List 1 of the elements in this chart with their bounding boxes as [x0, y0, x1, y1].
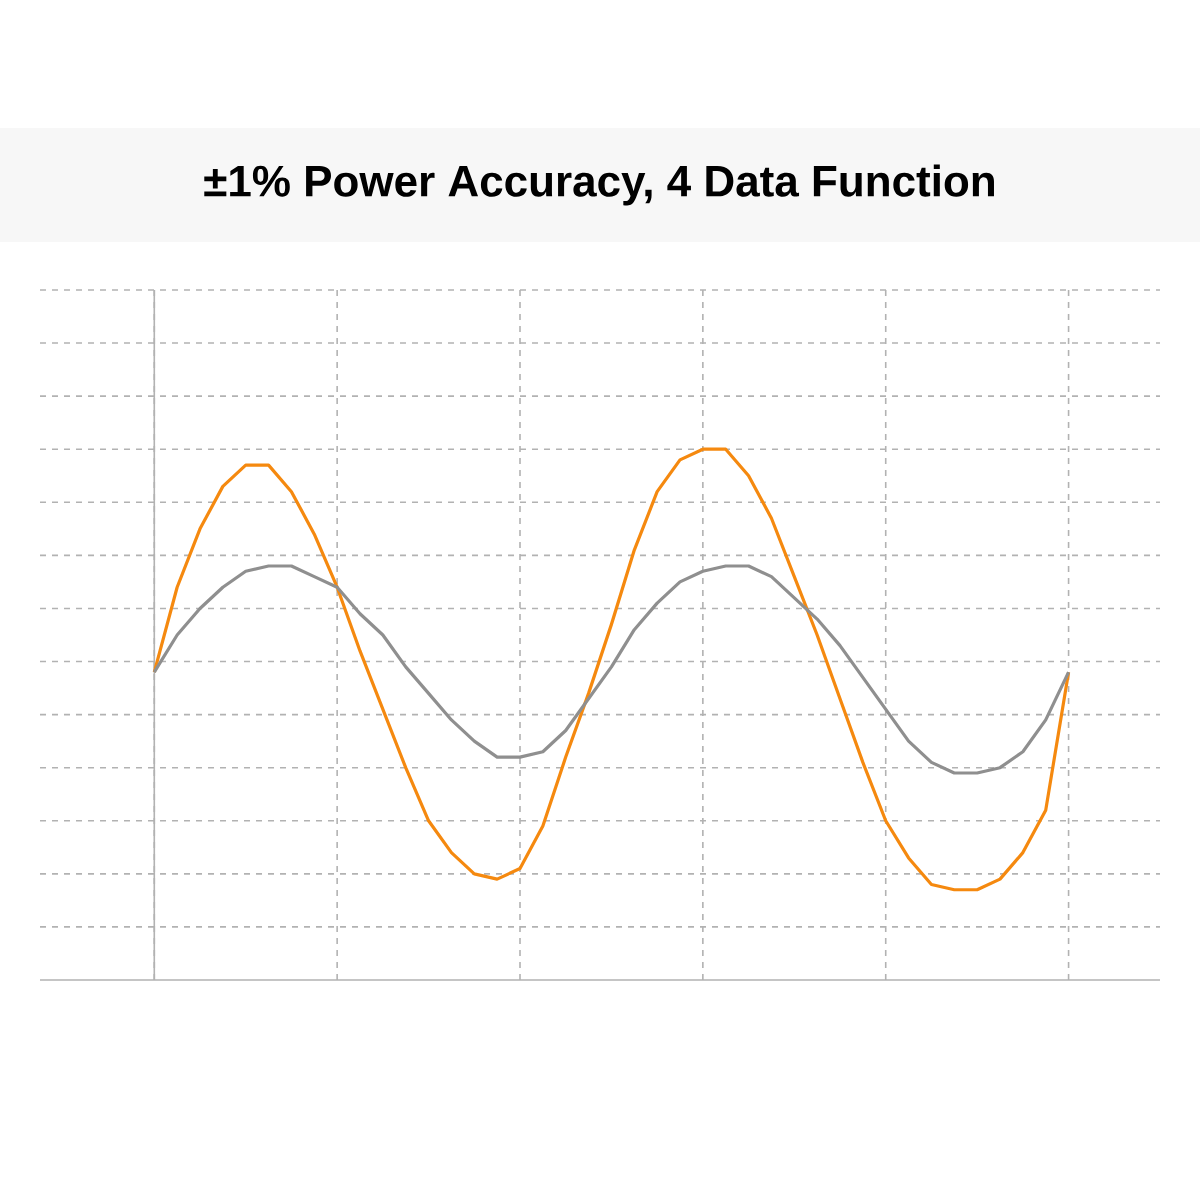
chart-title: ±1% Power Accuracy, 4 Data Function	[204, 164, 994, 206]
